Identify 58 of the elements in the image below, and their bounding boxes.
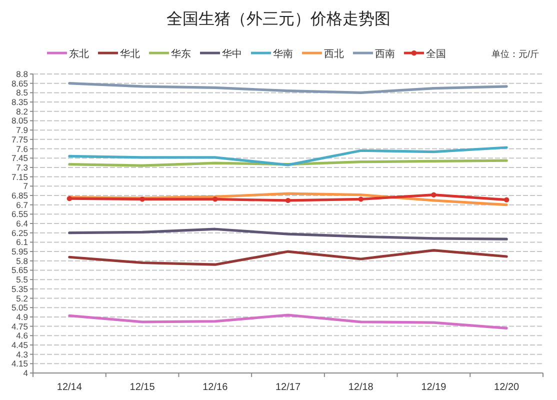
y-tick-label: 8.5 [16,88,28,98]
y-tick-label: 4.9 [16,312,28,322]
legend-全国: 全国 [404,49,446,60]
x-tick-label: 12/15 [130,382,155,393]
legend-东北: 东北 [47,49,89,60]
y-tick-label: 6.7 [16,200,28,210]
x-tick-label: 12/20 [494,382,520,393]
y-tick-label: 7 [23,181,28,192]
legend-华中: 华中 [200,49,242,60]
note: 单位：元/斤 [491,49,539,59]
y-tick-label: 7.15 [11,172,28,182]
y-tick-label: 4.75 [11,321,28,332]
y-tick-label: 4.45 [11,340,28,350]
y-tick-label: 8.05 [11,116,28,126]
y-tick-label: 7.75 [11,134,28,144]
legend-华南: 华南 [251,49,293,60]
legend-label: 全国 [426,48,446,60]
y-tick-label: 7.9 [16,125,28,136]
y-tick-label: 6.4 [16,218,28,228]
legend-label: 华南 [273,48,293,60]
y-tick-label: 5.05 [11,302,28,313]
y-tick-label: 6.85 [11,190,28,200]
y-tick-label: 4.6 [16,330,28,341]
y-tick-label: 5.8 [16,256,28,266]
legend-华北: 华北 [98,49,140,60]
y-tick-label: 6.55 [11,209,28,220]
y-tick-label: 5.35 [11,284,28,294]
y-tick-label: 5.65 [11,265,28,276]
y-tick-label: 8.35 [11,97,28,108]
x-tick-label: 12/18 [348,382,374,393]
y-tick-label: 7.45 [11,153,28,164]
y-tick-label: 8.65 [11,78,28,88]
legend-label: 东北 [69,48,89,60]
x-tick-label: 12/14 [56,382,82,393]
y-tick-label: 4 [23,368,28,378]
legend-label: 华北 [120,48,140,60]
legend-西南: 西南 [353,49,395,60]
title: 全国生猪（外三元）价格走势图 [166,11,390,28]
legend-label: 西北 [324,48,344,60]
legend-label: 华中 [222,48,242,60]
y-tick-label: 4.15 [11,358,28,369]
y-tick-label: 5.5 [16,274,28,285]
legend-西北: 西北 [302,49,344,60]
legend-华东: 华东 [149,49,191,60]
x-tick-label: 12/19 [421,382,446,393]
x-tick-label: 12/17 [275,382,301,393]
y-tick-label: 8.8 [16,69,28,79]
legend-label: 华东 [171,48,191,60]
x-tick-label: 12/16 [202,382,228,393]
legend-label: 西南 [375,48,395,60]
y-tick-label: 5.95 [11,246,28,257]
y-tick-label: 8.2 [16,106,28,116]
y-tick-label: 6.25 [11,228,28,238]
y-tick-label: 7.6 [16,144,28,154]
y-tick-label: 6.1 [16,237,28,248]
y-tick-label: 4.3 [16,349,28,360]
y-tick-label: 7.3 [16,162,28,172]
y-tick-label: 5.2 [16,293,28,304]
